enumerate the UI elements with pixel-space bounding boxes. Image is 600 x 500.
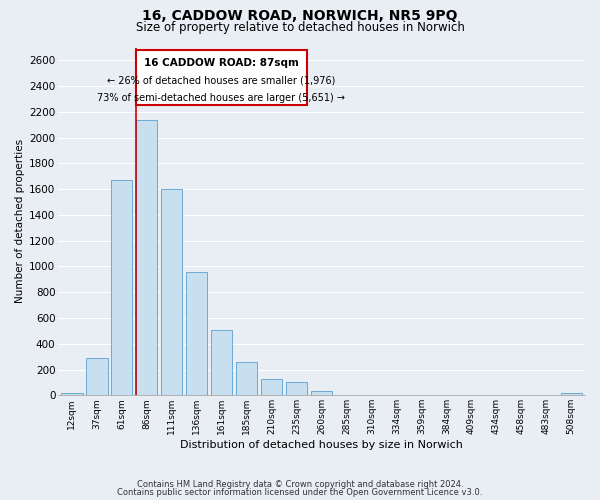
Text: Contains HM Land Registry data © Crown copyright and database right 2024.: Contains HM Land Registry data © Crown c… xyxy=(137,480,463,489)
Bar xyxy=(236,362,257,396)
Bar xyxy=(261,378,282,396)
Bar xyxy=(211,330,232,396)
Text: 73% of semi-detached houses are larger (5,651) →: 73% of semi-detached houses are larger (… xyxy=(97,92,346,102)
Bar xyxy=(286,382,307,396)
FancyBboxPatch shape xyxy=(136,50,307,106)
Bar xyxy=(186,272,208,396)
Text: ← 26% of detached houses are smaller (1,976): ← 26% of detached houses are smaller (1,… xyxy=(107,76,335,86)
X-axis label: Distribution of detached houses by size in Norwich: Distribution of detached houses by size … xyxy=(180,440,463,450)
Bar xyxy=(161,189,182,396)
Bar xyxy=(136,120,157,396)
Bar xyxy=(61,392,83,396)
Text: Size of property relative to detached houses in Norwich: Size of property relative to detached ho… xyxy=(136,21,464,34)
Bar xyxy=(560,392,582,396)
Bar xyxy=(86,358,107,396)
Bar xyxy=(111,180,133,396)
Text: Contains public sector information licensed under the Open Government Licence v3: Contains public sector information licen… xyxy=(118,488,482,497)
Bar xyxy=(311,391,332,396)
Text: 16, CADDOW ROAD, NORWICH, NR5 9PQ: 16, CADDOW ROAD, NORWICH, NR5 9PQ xyxy=(142,9,458,23)
Text: 16 CADDOW ROAD: 87sqm: 16 CADDOW ROAD: 87sqm xyxy=(144,58,299,68)
Y-axis label: Number of detached properties: Number of detached properties xyxy=(15,140,25,304)
